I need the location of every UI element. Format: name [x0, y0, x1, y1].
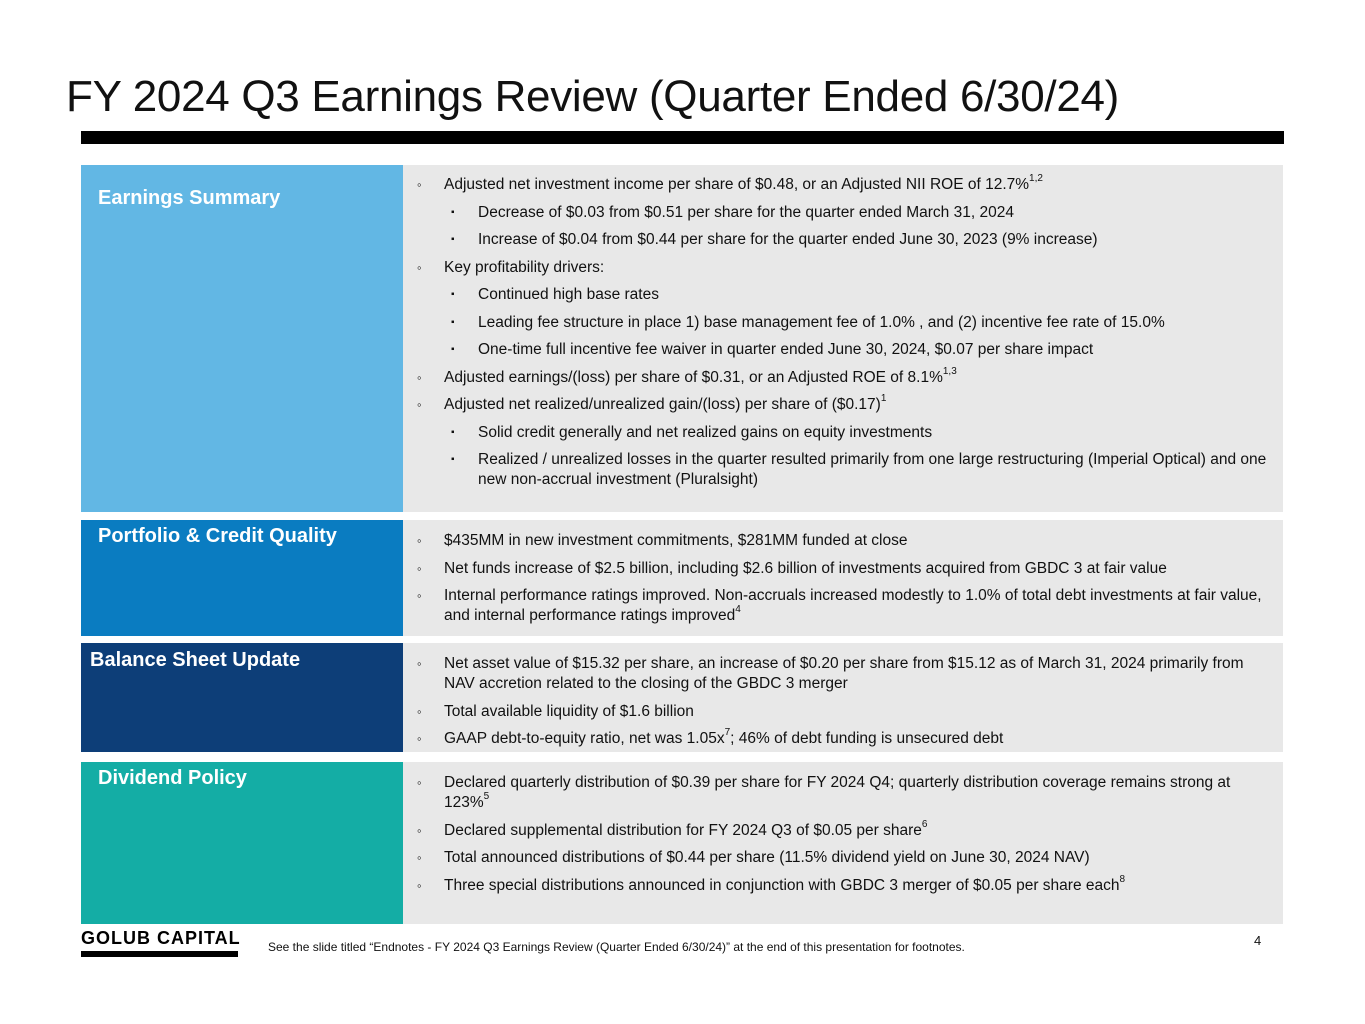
- balance-sheet-content: Net asset value of $15.32 per share, an …: [403, 643, 1283, 752]
- dividend-policy-label-panel: Dividend Policy: [81, 762, 403, 924]
- portfolio-credit-label: Portfolio & Credit Quality: [98, 525, 337, 547]
- list-item: GAAP debt-to-equity ratio, net was 1.05x…: [417, 728, 1269, 750]
- list-item: Declared quarterly distribution of $0.39…: [417, 773, 1269, 813]
- list-item: Total announced distributions of $0.44 p…: [417, 848, 1269, 868]
- balance-sheet-section: Balance Sheet Update Net asset value of …: [81, 643, 1283, 752]
- portfolio-credit-section: Portfolio & Credit Quality $435MM in new…: [81, 520, 1283, 636]
- dividend-policy-label: Dividend Policy: [98, 767, 247, 789]
- earnings-summary-label-panel: Earnings Summary: [81, 165, 403, 512]
- list-item: Adjusted earnings/(loss) per share of $0…: [417, 366, 1269, 388]
- list-item: Adjusted net investment income per share…: [417, 174, 1269, 196]
- list-item: Realized / unrealized losses in the quar…: [417, 450, 1269, 490]
- earnings-summary-label: Earnings Summary: [98, 187, 281, 209]
- dividend-policy-section: Dividend Policy Declared quarterly distr…: [81, 762, 1283, 924]
- footnote-text: See the slide titled “Endnotes - FY 2024…: [268, 940, 965, 954]
- earnings-summary-content: Adjusted net investment income per share…: [403, 165, 1283, 512]
- list-item: Solid credit generally and net realized …: [417, 423, 1269, 443]
- list-item: Adjusted net realized/unrealized gain/(l…: [417, 394, 1269, 416]
- portfolio-credit-content: $435MM in new investment commitments, $2…: [403, 520, 1283, 636]
- earnings-summary-section: Earnings Summary Adjusted net investment…: [81, 165, 1283, 512]
- list-item: Total available liquidity of $1.6 billio…: [417, 702, 1269, 722]
- list-item: Net funds increase of $2.5 billion, incl…: [417, 559, 1269, 579]
- list-item: Three special distributions announced in…: [417, 874, 1269, 896]
- golub-capital-logo: GOLUB CAPITAL: [81, 928, 241, 948]
- balance-sheet-label-panel: Balance Sheet Update: [81, 643, 403, 752]
- logo-underline: [81, 951, 238, 957]
- portfolio-credit-label-panel: Portfolio & Credit Quality: [81, 520, 403, 636]
- list-item: Key profitability drivers:: [417, 258, 1269, 278]
- list-item: Increase of $0.04 from $0.44 per share f…: [417, 230, 1269, 250]
- list-item: Decrease of $0.03 from $0.51 per share f…: [417, 203, 1269, 223]
- title-divider: [81, 131, 1284, 144]
- list-item: $435MM in new investment commitments, $2…: [417, 531, 1269, 551]
- list-item: Continued high base rates: [417, 285, 1269, 305]
- page-title: FY 2024 Q3 Earnings Review (Quarter Ende…: [66, 72, 1120, 121]
- page-number: 4: [1254, 933, 1262, 948]
- list-item: One-time full incentive fee waiver in qu…: [417, 340, 1269, 360]
- list-item: Declared supplemental distribution for F…: [417, 819, 1269, 841]
- dividend-policy-content: Declared quarterly distribution of $0.39…: [403, 762, 1283, 924]
- list-item: Leading fee structure in place 1) base m…: [417, 313, 1269, 333]
- balance-sheet-label: Balance Sheet Update: [90, 649, 301, 671]
- list-item: Net asset value of $15.32 per share, an …: [417, 654, 1269, 694]
- list-item: Internal performance ratings improved. N…: [417, 586, 1269, 626]
